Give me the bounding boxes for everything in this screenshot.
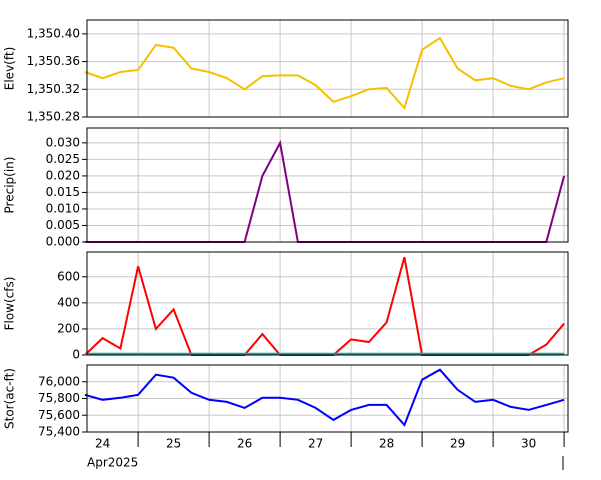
y-axis-label: Flow(cfs) — [3, 277, 17, 331]
x-tick-label: 29 — [450, 437, 465, 451]
y-tick-label: 75,600 — [38, 408, 80, 422]
x-tick-label: 26 — [237, 437, 252, 451]
y-tick-label: 200 — [57, 321, 80, 335]
y-tick-label: 0.020 — [46, 168, 80, 182]
plot-frame — [86, 364, 569, 433]
plot-frame — [86, 19, 569, 118]
y-tick-label: 75,400 — [38, 425, 80, 439]
data-line — [84, 36, 565, 111]
plot-area — [87, 252, 568, 355]
y-tick-label: 1,350.28 — [27, 110, 80, 124]
plot-frame — [86, 127, 569, 243]
y-tick-label: 76,000 — [38, 374, 80, 388]
x-tick-label: 27 — [308, 437, 323, 451]
x-tick-label: 28 — [379, 437, 394, 451]
y-axis-label: Precip(in) — [3, 157, 17, 214]
plot-frame — [86, 251, 569, 356]
y-tick-label: 0.010 — [46, 201, 80, 215]
plot-area — [87, 128, 568, 242]
y-tick-label: 1,350.32 — [27, 82, 80, 96]
data-line — [84, 368, 565, 427]
y-tick-label: 0.005 — [46, 218, 80, 232]
y-tick-label: 0.000 — [46, 235, 80, 249]
y-axis-label: Elev(ft) — [3, 47, 17, 90]
y-tick-label: 75,800 — [38, 391, 80, 405]
x-tick-label: 25 — [166, 437, 181, 451]
y-tick-label: 0.030 — [46, 135, 80, 149]
y-tick-label: 0 — [72, 348, 80, 362]
plot-area — [87, 20, 568, 117]
y-tick-label: 600 — [57, 269, 80, 283]
x-tick-label: 24 — [95, 437, 110, 451]
y-tick-label: 400 — [57, 295, 80, 309]
y-tick-label: 1,350.40 — [27, 26, 80, 40]
y-tick-label: 1,350.36 — [27, 54, 80, 68]
y-axis-label: Stor(ac-ft) — [3, 368, 17, 429]
x-tick-label: 30 — [521, 437, 536, 451]
y-tick-label: 0.015 — [46, 185, 80, 199]
y-tick-label: 0.025 — [46, 152, 80, 166]
x-axis-label: Apr2025 — [87, 456, 138, 470]
